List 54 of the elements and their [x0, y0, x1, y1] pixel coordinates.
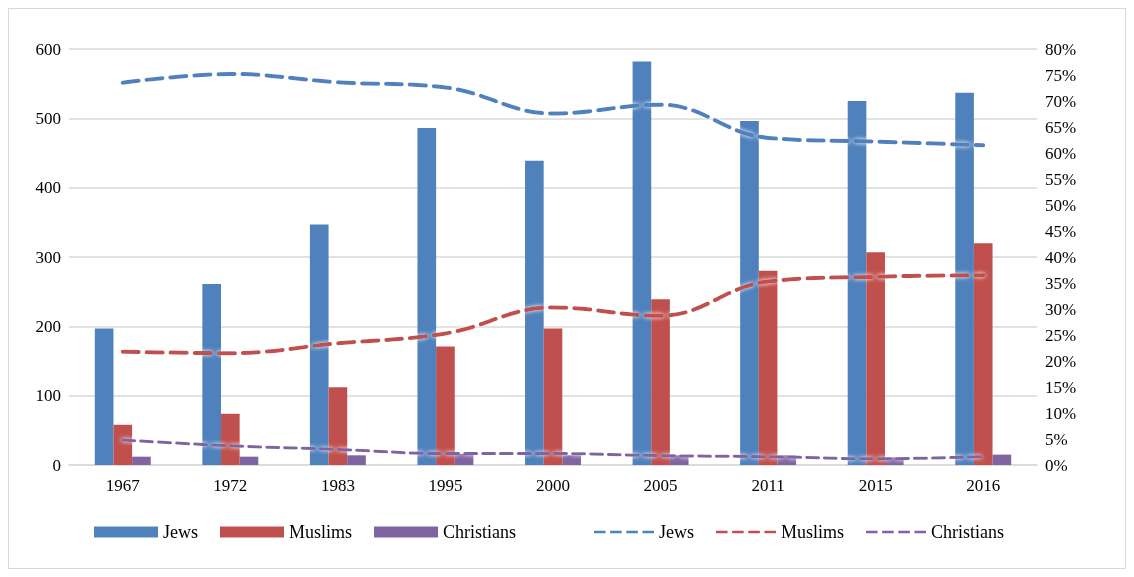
- bar: [525, 160, 544, 465]
- bar: [436, 346, 455, 465]
- legend-label: Christians: [443, 522, 517, 542]
- y2-tick-label: 80%: [1045, 39, 1077, 59]
- bar: [309, 224, 329, 465]
- y2-tick-label: 75%: [1045, 65, 1077, 85]
- y-tick-label: 600: [35, 39, 61, 59]
- bar: [239, 456, 259, 465]
- bar: [417, 128, 437, 465]
- x-tick-label: 2016: [966, 476, 1001, 495]
- bar: [202, 284, 222, 465]
- x-tick-label: 2000: [536, 476, 570, 495]
- y2-tick-label: 10%: [1045, 403, 1077, 423]
- bar: [543, 328, 563, 465]
- x-tick-label: 2011: [751, 476, 785, 495]
- y2-tick-label: 40%: [1045, 247, 1077, 267]
- bar: [347, 455, 366, 465]
- y-tick-label: 0: [52, 455, 61, 475]
- x-tick-label: 1983: [320, 476, 355, 495]
- y2-tick-label: 20%: [1045, 351, 1077, 371]
- bar: [992, 454, 1012, 465]
- legend-label: Muslims: [781, 522, 845, 542]
- bar: [221, 413, 240, 465]
- y2-tick-label: 60%: [1045, 143, 1077, 163]
- bar: [94, 328, 114, 465]
- y2-tick-label: 55%: [1045, 169, 1077, 189]
- x-tick-label: 1967: [105, 476, 141, 495]
- x-tick-label: 1972: [213, 476, 248, 495]
- bar: [132, 456, 151, 465]
- legend-label: Jews: [659, 522, 694, 542]
- y2-tick-label: 0%: [1045, 455, 1068, 475]
- x-tick-label: 2005: [643, 476, 678, 495]
- y-tick-label: 200: [35, 316, 61, 336]
- legend-label: Muslims: [289, 522, 353, 542]
- y2-tick-label: 45%: [1045, 221, 1077, 241]
- y2-tick-label: 30%: [1045, 299, 1077, 319]
- bar: [328, 387, 348, 465]
- y-tick-label: 100: [35, 386, 61, 406]
- y2-tick-label: 35%: [1045, 273, 1077, 293]
- x-tick-label: 2015: [858, 476, 893, 495]
- bar: [113, 424, 133, 465]
- y2-tick-label: 50%: [1045, 195, 1077, 215]
- y2-tick-label: 15%: [1045, 377, 1077, 397]
- line-series: [121, 438, 985, 461]
- y2-tick-label: 65%: [1045, 117, 1077, 137]
- y-tick-label: 400: [35, 178, 61, 198]
- y2-tick-label: 5%: [1045, 429, 1068, 449]
- legend-label: Jews: [163, 522, 198, 542]
- y-tick-label: 300: [35, 247, 61, 267]
- y-tick-label: 500: [35, 108, 61, 128]
- legend-label: Christians: [931, 522, 1005, 542]
- y2-tick-label: 25%: [1045, 325, 1077, 345]
- x-tick-label: 1995: [428, 476, 463, 495]
- y2-tick-label: 70%: [1045, 91, 1077, 111]
